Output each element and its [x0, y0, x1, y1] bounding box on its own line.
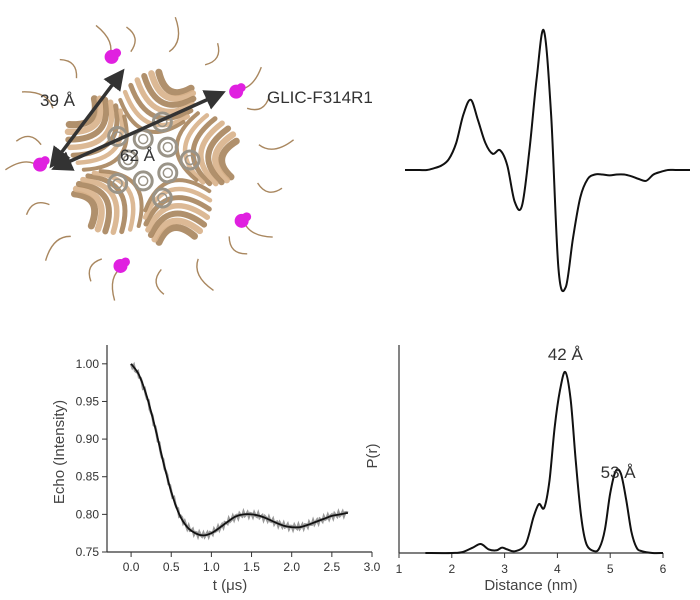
- helix-coil: [157, 162, 179, 184]
- distance-arrow-long: [51, 90, 226, 171]
- loop-strand: [228, 236, 248, 255]
- deer-y-tick-label: 0.90: [76, 432, 100, 446]
- loop-strand: [44, 235, 71, 261]
- spin-label-marker: [112, 48, 122, 58]
- beta-sheet-ribbon: [91, 170, 136, 232]
- pr-x-tick-label: 2: [448, 562, 455, 576]
- cw-epr-spectrum-line: [405, 29, 690, 293]
- deer-series: [129, 361, 349, 541]
- structure-label: GLIC-F314R1: [267, 88, 373, 107]
- pr-annotations: 42 Å 53 Å: [548, 345, 636, 482]
- loop-strand: [126, 26, 136, 53]
- beta-sheet-ribbon: [75, 181, 112, 235]
- loop-strand: [25, 202, 50, 215]
- loop-strand: [88, 258, 103, 282]
- pr-peak-label: 53 Å: [601, 463, 637, 482]
- deer-y-ticks: 0.75 0.80 0.85 0.90 0.95 1.00: [76, 357, 107, 559]
- beta-sheet-ribbon: [155, 224, 198, 246]
- subunit-3: [111, 178, 248, 301]
- beta-sheet-ribbon: [71, 190, 99, 230]
- deer-x-tick-label: 3.0: [364, 560, 381, 574]
- helix-coil: [162, 141, 174, 153]
- pr-x-tick-label: 1: [396, 562, 403, 576]
- beta-sheet-ribbon: [145, 203, 211, 233]
- loop-strand: [204, 43, 220, 66]
- distance-chart: 1 2 3 4 5 6 42 Å 53 Å Distance (nm) P(r): [364, 345, 667, 594]
- loop-strand: [196, 258, 214, 291]
- loop-strand: [246, 96, 270, 111]
- spin-label-marker: [120, 257, 130, 267]
- loop-strand: [15, 135, 42, 146]
- deer-chart: 0.0 0.5 1.0 1.5 2.0 2.5 3.0 0.750.800.850.900.…: [51, 345, 381, 594]
- deer-x-tick-label: 2.5: [324, 560, 341, 574]
- deer-y-tick-label: 1.00: [76, 357, 100, 371]
- pr-x-tick-label: 4: [554, 562, 561, 576]
- deer-x-ticks: 0.0 0.5 1.0 1.5 2.0 2.5 3.0: [123, 552, 381, 574]
- beta-sheet-ribbon: [147, 210, 208, 238]
- pr-peak-label: 42 Å: [548, 345, 584, 364]
- subunit-1: [118, 16, 262, 134]
- pr-x-tick-label: 5: [607, 562, 614, 576]
- loop-strand: [59, 58, 78, 79]
- deer-x-tick-label: 1.0: [203, 560, 220, 574]
- deer-y-axis-title: Echo (Intensity): [51, 400, 68, 504]
- loop-strand: [257, 182, 283, 193]
- loop-strand: [168, 16, 180, 53]
- deer-x-tick-label: 0.0: [123, 560, 140, 574]
- beta-sheet-ribbon: [80, 176, 120, 235]
- helix-coil: [162, 167, 174, 179]
- glic-structure-image: [5, 16, 295, 301]
- deer-fit-series: [130, 363, 349, 537]
- loop-strand: [155, 268, 165, 295]
- spin-label-marker: [242, 212, 252, 222]
- spin-label-marker: [236, 83, 246, 93]
- helix-coil: [137, 175, 149, 187]
- beta-sheet-ribbon: [142, 186, 213, 220]
- helix-coil: [157, 136, 179, 158]
- loop-strand: [258, 139, 295, 150]
- helix-coil: [151, 187, 173, 209]
- spin-label-marker: [40, 156, 50, 166]
- beta-sheet-ribbon: [155, 68, 195, 97]
- pr-series: [425, 370, 664, 555]
- pr-x-ticks: 1 2 3 4 5 6: [396, 553, 667, 576]
- pr-x-tick-label: 3: [501, 562, 508, 576]
- deer-data-series: [129, 361, 349, 541]
- beta-sheet-ribbon: [218, 137, 240, 181]
- deer-y-tick-label: 0.85: [76, 470, 100, 484]
- helix-coil: [112, 178, 123, 189]
- distance-label-39: 39 Å: [40, 91, 76, 110]
- pr-y-axis-title: P(r): [364, 444, 381, 469]
- deer-x-tick-label: 1.5: [243, 560, 260, 574]
- helix-coil: [107, 173, 129, 195]
- distance-label-62: 62 Å: [120, 146, 156, 165]
- pr-x-axis-title: Distance (nm): [484, 577, 577, 594]
- deer-x-tick-label: 0.5: [163, 560, 180, 574]
- beta-sheet-ribbon: [151, 217, 204, 243]
- pr-series-line: [425, 370, 664, 555]
- helix-coil: [137, 133, 149, 145]
- deer-x-tick-label: 2.0: [283, 560, 300, 574]
- deer-y-tick-label: 0.75: [76, 545, 100, 559]
- helix-coil: [157, 192, 168, 204]
- helix-coil: [132, 170, 154, 192]
- beta-sheet-ribbon: [72, 185, 105, 233]
- deer-x-axis-title: t (μs): [213, 577, 247, 594]
- deer-y-tick-label: 0.80: [76, 507, 100, 521]
- pr-x-tick-label: 6: [660, 562, 667, 576]
- deer-y-tick-label: 0.95: [76, 394, 100, 408]
